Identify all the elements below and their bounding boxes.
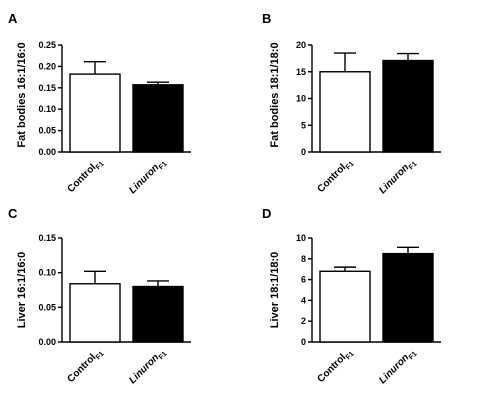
bar-linuron: [132, 285, 184, 343]
y-tick-label: 0.00: [38, 337, 56, 347]
x-tick-label-linuron: LinuronF1: [377, 346, 418, 387]
x-tick-label-linuron: LinuronF1: [127, 346, 168, 387]
y-tick-label: 10: [296, 233, 306, 243]
x-tick-label-control: ControlF1: [315, 156, 355, 196]
panel-letter: A: [8, 11, 18, 26]
y-tick-label: 5: [301, 120, 306, 130]
y-axis-label: Fat bodies 16:1/16:0: [16, 42, 28, 147]
x-tick-label-control: ControlF1: [315, 346, 355, 386]
y-tick-label: 0.25: [38, 40, 56, 50]
y-tick-label: 0: [301, 147, 306, 157]
y-axis-label: Fat bodies 18:1/18:0: [269, 42, 281, 147]
y-tick-label: 0.10: [38, 268, 56, 278]
y-axis-label: Liver 16:1/16:0: [16, 252, 28, 328]
y-tick-label: 15: [296, 67, 306, 77]
x-tick-label-linuron: LinuronF1: [127, 156, 168, 197]
x-tick-label-control: ControlF1: [65, 156, 105, 196]
bar-control: [319, 270, 371, 343]
x-tick-label-control: ControlF1: [65, 346, 105, 386]
chart-panel-d: D Liver 18:1/18:0 0 2 4 6 8 10 ControlF1 LinuronF…: [262, 206, 441, 387]
y-tick-label: 2: [301, 316, 306, 326]
y-tick-label: 0.05: [38, 302, 56, 312]
bar-linuron: [382, 252, 434, 343]
y-tick-label: 0.10: [38, 104, 56, 114]
chart-panel-c: C Liver 16:1/16:0 0.00 0.05 0.10 0.15 ControlF…: [8, 206, 191, 387]
y-tick-label: 0: [301, 337, 306, 347]
bar-linuron: [132, 84, 184, 153]
y-tick-label: 0.00: [38, 147, 56, 157]
panel-letter: D: [262, 206, 271, 221]
chart-panel-a: A Fat bodies 16:1/16:0 0.00 0.05 0.10 0.15 0.2…: [8, 11, 191, 197]
panel-letter: C: [8, 206, 18, 221]
y-tick-label: 0.15: [38, 83, 56, 93]
x-tick-label-linuron: LinuronF1: [377, 156, 418, 197]
y-tick-label: 8: [301, 254, 306, 264]
y-tick-label: 0.20: [38, 61, 56, 71]
y-tick-label: 4: [301, 295, 306, 305]
bar-linuron: [382, 59, 434, 153]
bar-control: [69, 283, 121, 343]
chart-panel-b: B Fat bodies 18:1/18:0 0 5 10 15 20 ControlF1 Li…: [262, 11, 441, 197]
y-axis-label: Liver 18:1/18:0: [269, 252, 281, 328]
y-tick-label: 0.15: [38, 233, 56, 243]
panel-letter: B: [262, 11, 271, 26]
bar-control: [319, 71, 371, 153]
y-tick-label: 0.05: [38, 126, 56, 136]
bar-control: [69, 73, 121, 153]
y-tick-label: 20: [296, 40, 306, 50]
y-tick-label: 10: [296, 94, 306, 104]
y-tick-label: 6: [301, 275, 306, 285]
